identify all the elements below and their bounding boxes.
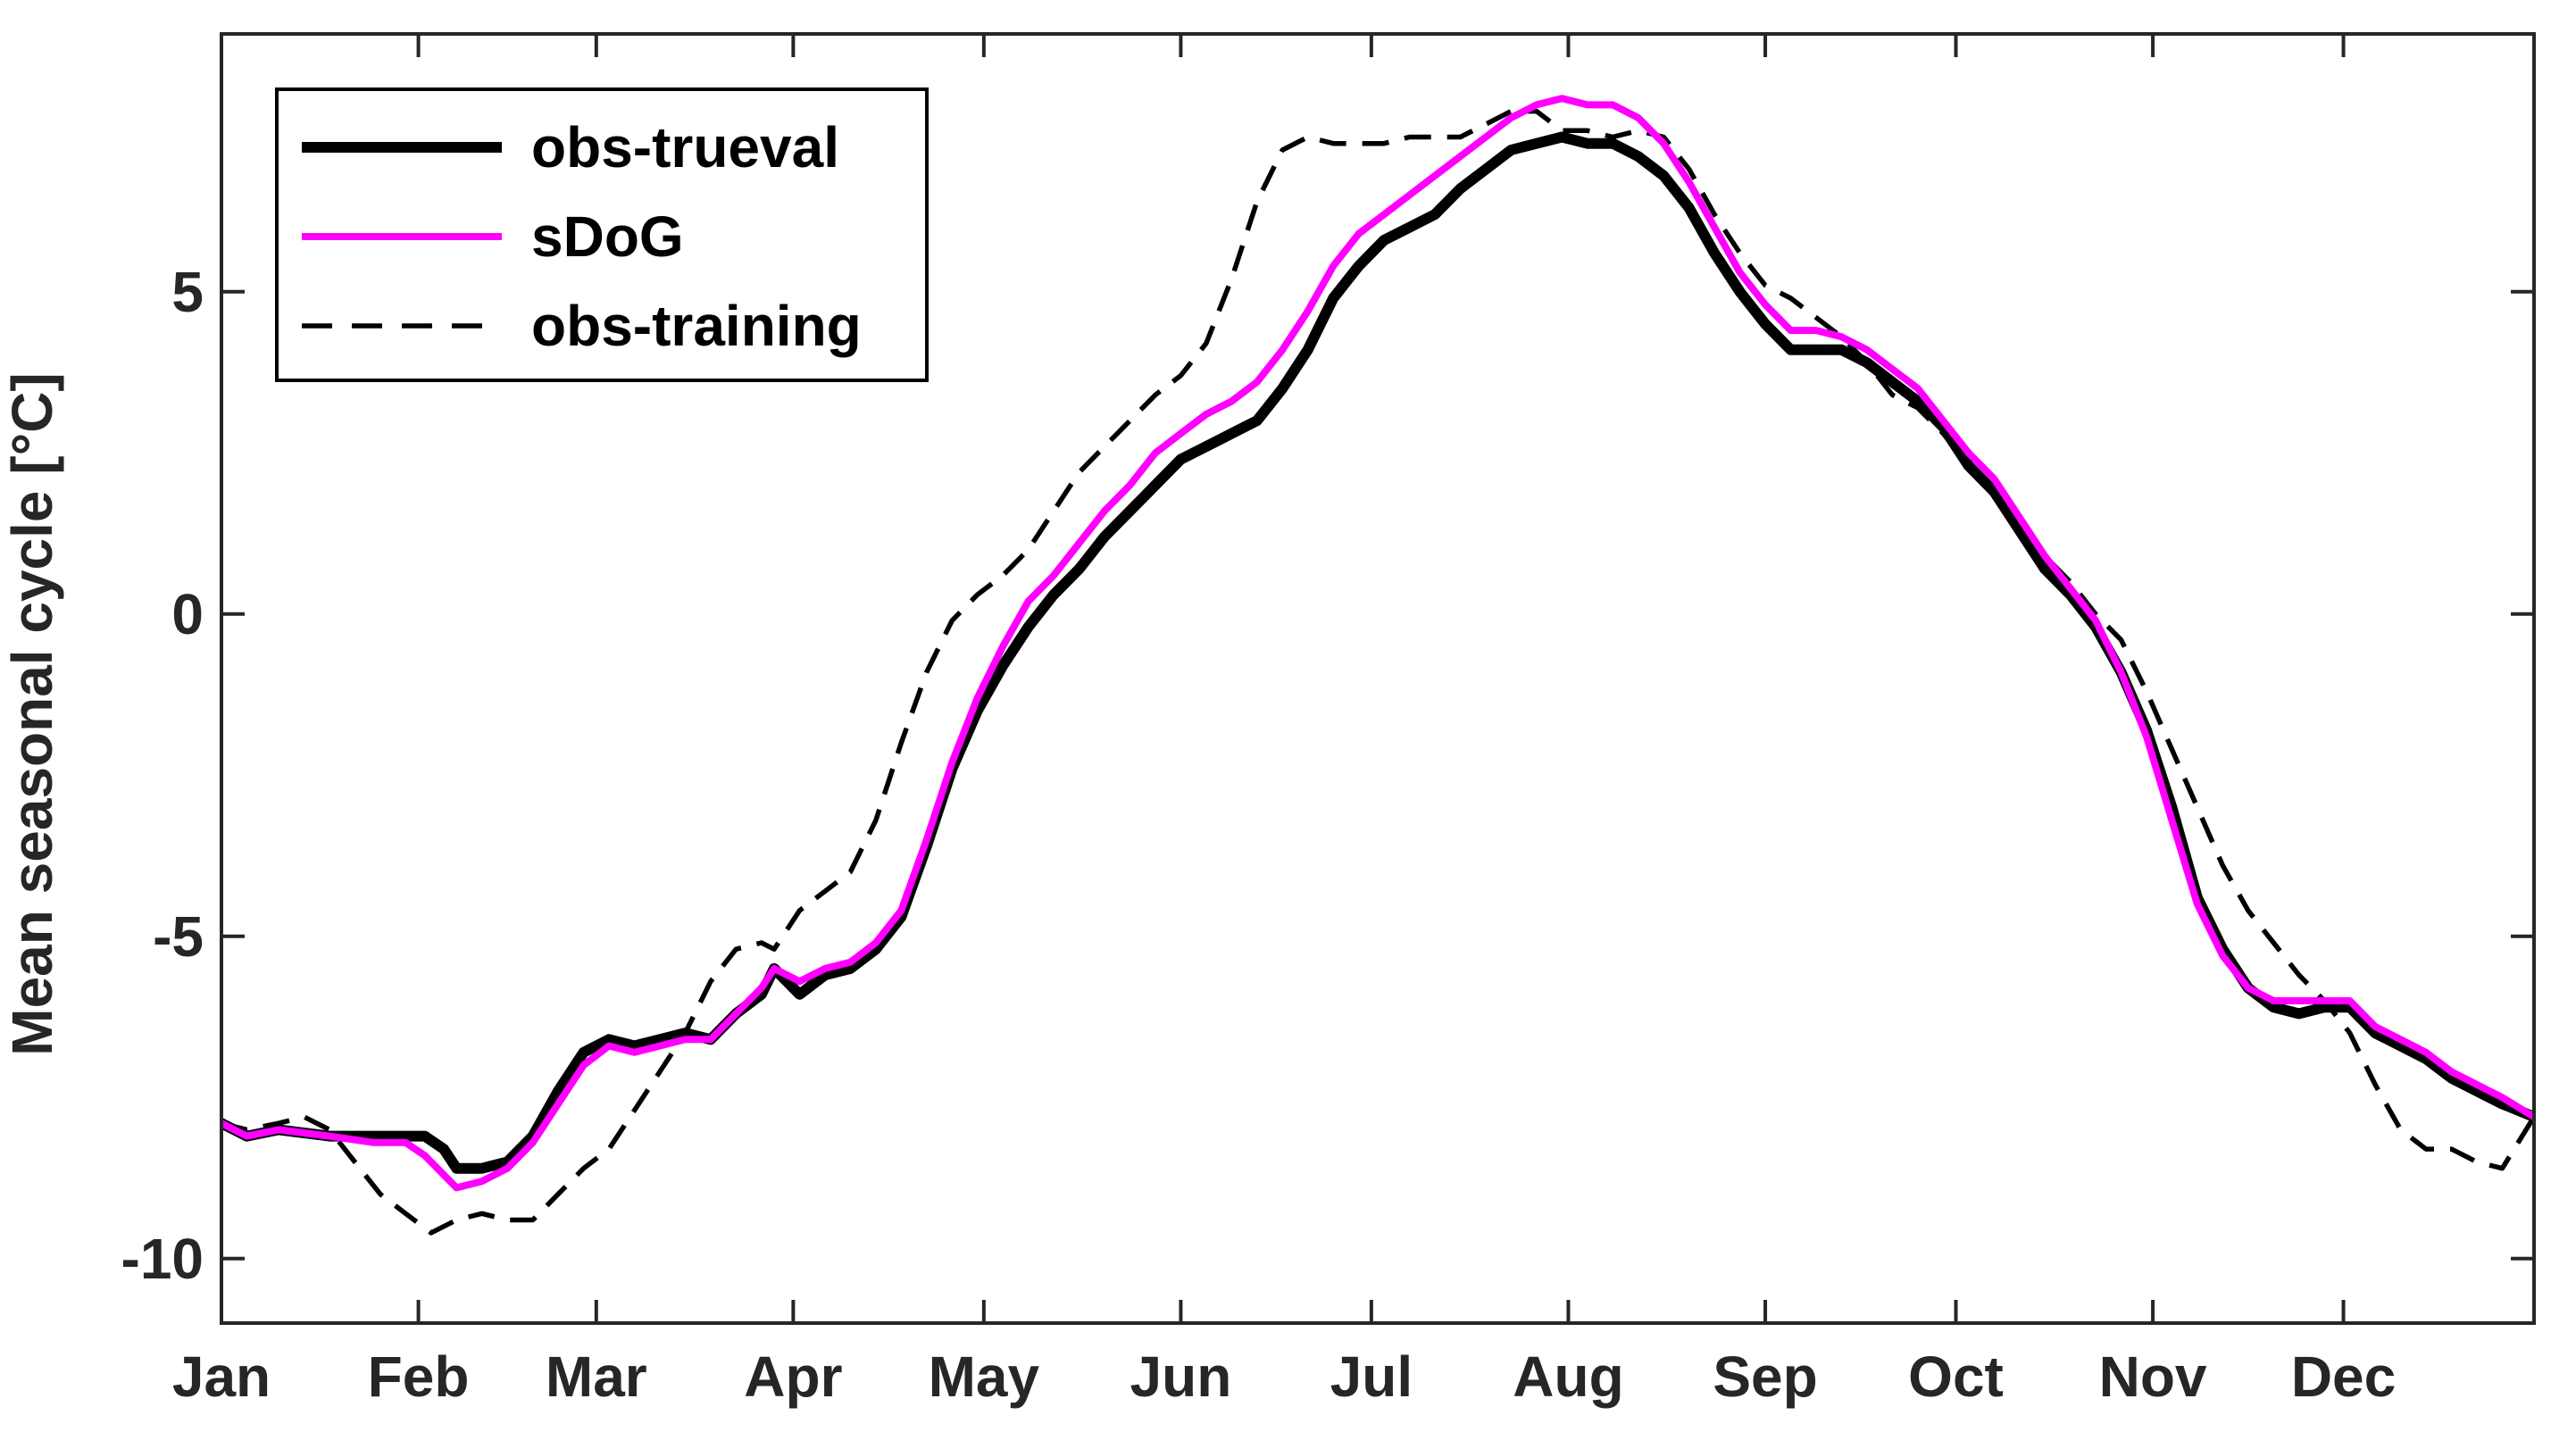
x-tick-label-nov: Nov (2099, 1345, 2207, 1409)
legend-label-sdog: sDoG (531, 204, 684, 269)
legend: obs-trueval sDoG obs-training (275, 87, 929, 382)
axes-box (220, 32, 2536, 1325)
x-tick-label-jan: Jan (172, 1345, 271, 1409)
x-tick-label-aug: Aug (1513, 1345, 1623, 1409)
axes-layer (220, 32, 2536, 1325)
ticks-layer: -10 -5 0 5 Jan Feb Mar Apr May Jun Jul Aug Sep Oct Nov… (121, 34, 2534, 1409)
y-tick-label: -5 (153, 904, 204, 969)
x-tick-label-jul: Jul (1330, 1345, 1413, 1409)
legend-label-obs-trueval: obs-trueval (531, 115, 839, 179)
x-tick-label-dec: Dec (2291, 1345, 2396, 1409)
series-line-sdog (221, 95, 2534, 1192)
x-tick-label-oct: Oct (1908, 1345, 2004, 1409)
y-tick-label: 0 (171, 582, 204, 646)
x-tick-label-may: May (929, 1345, 1040, 1409)
y-axis-label: Mean seasonal cycle [°C] (0, 372, 64, 1055)
series-layer (221, 95, 2534, 1236)
x-tick-label-jun: Jun (1130, 1345, 1232, 1409)
plot-area (221, 95, 2534, 1236)
x-tick-label-sep: Sep (1713, 1345, 1817, 1409)
x-tick-label-apr: Apr (744, 1345, 842, 1409)
x-tick-label-mar: Mar (546, 1345, 647, 1409)
y-tick-label: 5 (171, 260, 204, 324)
series-line-obs-training (221, 108, 2534, 1236)
x-tick-label-feb: Feb (368, 1345, 470, 1409)
legend-label-obs-training: obs-training (531, 294, 862, 358)
y-tick-label: -10 (121, 1227, 204, 1291)
